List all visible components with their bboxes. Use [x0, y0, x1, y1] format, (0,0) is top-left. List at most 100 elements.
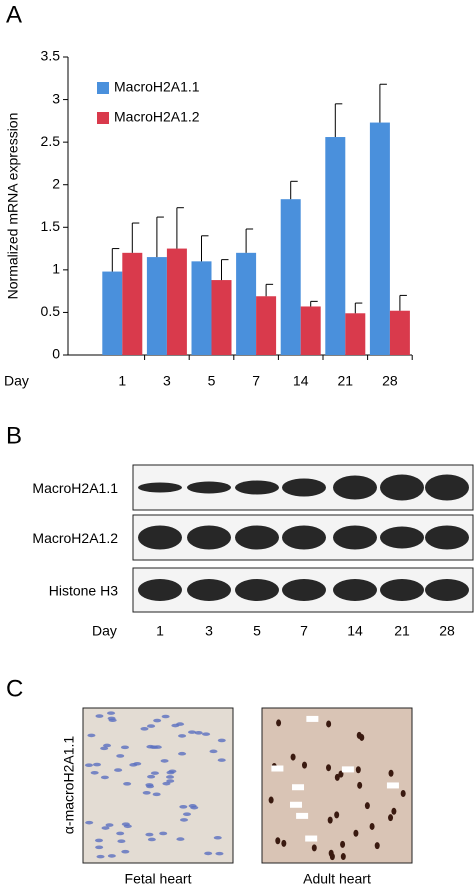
- nucleus: [188, 804, 197, 808]
- error-bar: [201, 235, 209, 262]
- nucleus: [152, 792, 161, 797]
- nucleus: [92, 762, 101, 767]
- blot-band: [380, 474, 424, 501]
- blot-band: [425, 579, 469, 601]
- nucleus: [178, 751, 187, 756]
- nucleus: [369, 822, 375, 830]
- blot-band: [187, 481, 231, 494]
- gap: [271, 765, 284, 772]
- nucleus: [217, 758, 226, 762]
- bar: [325, 137, 346, 355]
- nucleus: [101, 826, 110, 830]
- nucleus: [116, 831, 125, 836]
- gap: [296, 812, 309, 819]
- nucleus: [117, 839, 126, 843]
- nucleus: [147, 774, 156, 779]
- gap: [289, 801, 302, 808]
- nucleus: [147, 837, 156, 842]
- nucleus: [364, 802, 370, 810]
- bar: [369, 122, 390, 355]
- blot-day: 14: [347, 623, 363, 639]
- nucleus: [129, 763, 138, 767]
- y-tick-label: 0.5: [41, 303, 61, 319]
- blot-band: [138, 525, 182, 550]
- nucleus: [388, 814, 394, 822]
- blot-band: [138, 482, 182, 493]
- bar: [256, 296, 277, 355]
- nucleus: [334, 773, 340, 781]
- nucleus: [340, 840, 346, 848]
- nucleus: [103, 743, 112, 748]
- nucleus: [388, 769, 394, 777]
- error-bar: [310, 300, 318, 307]
- nucleus: [120, 745, 129, 750]
- bar: [211, 280, 232, 355]
- panel-label: B: [6, 422, 22, 449]
- nucleus: [100, 746, 109, 751]
- x-axis-label: Day: [4, 373, 29, 389]
- nucleus: [194, 731, 203, 735]
- blot-row-label: MacroH2A1.2: [32, 530, 118, 546]
- gap: [292, 784, 305, 791]
- panel-label: C: [6, 675, 23, 702]
- gap: [386, 782, 399, 789]
- nucleus: [159, 831, 168, 836]
- nucleus: [188, 730, 197, 734]
- nucleus: [95, 845, 104, 850]
- nucleus: [276, 719, 282, 727]
- error-bar: [156, 216, 164, 258]
- nucleus: [357, 781, 363, 789]
- nucleus: [213, 835, 222, 840]
- nucleus: [107, 716, 116, 721]
- nucleus: [171, 723, 180, 728]
- nucleus: [209, 749, 218, 754]
- blot-band: [187, 525, 231, 550]
- blot-row-label: Histone H3: [49, 583, 118, 599]
- bar: [102, 271, 123, 355]
- blot-band: [282, 579, 326, 601]
- stain-label: α-macroH2A1.1: [61, 736, 77, 835]
- y-axis-label: Normalized mRNA expression: [5, 113, 21, 300]
- blot-day: 3: [205, 623, 213, 639]
- blot-day: 28: [439, 623, 455, 639]
- error-bar: [399, 294, 407, 311]
- nucleus: [268, 796, 274, 804]
- nucleus: [217, 738, 226, 743]
- nucleus: [281, 839, 287, 847]
- nucleus: [121, 822, 130, 826]
- panel-label: A: [6, 1, 22, 28]
- blot-band: [187, 579, 231, 601]
- error-bar: [354, 302, 363, 314]
- y-tick-label: 3.5: [41, 48, 61, 64]
- nucleus: [374, 842, 380, 850]
- nucleus: [179, 804, 188, 809]
- nucleus: [87, 733, 96, 738]
- bar: [122, 252, 143, 355]
- nucleus: [340, 853, 346, 861]
- nucleus: [107, 854, 116, 858]
- bar: [280, 199, 301, 355]
- nucleus: [140, 727, 149, 731]
- x-tick-label: 14: [293, 373, 309, 389]
- nucleus: [176, 837, 185, 841]
- y-tick-label: 1: [52, 261, 60, 277]
- legend-swatch: [97, 82, 109, 94]
- blot-band: [380, 579, 424, 601]
- blot-day: 7: [300, 623, 308, 639]
- blot-band: [333, 525, 377, 550]
- x-tick-label: 28: [382, 373, 398, 389]
- nucleus: [290, 753, 296, 761]
- error-bar: [379, 83, 387, 123]
- nucleus: [204, 851, 213, 856]
- nucleus: [95, 714, 104, 718]
- blot-day-label: Day: [92, 623, 117, 639]
- error-bar: [111, 248, 120, 272]
- bar: [300, 306, 321, 355]
- x-tick-label: 5: [208, 373, 216, 389]
- bar: [345, 313, 366, 355]
- bar: [191, 261, 212, 355]
- blot-band: [425, 474, 469, 501]
- nucleus: [202, 732, 211, 736]
- image-caption: Fetal heart: [125, 871, 192, 887]
- nucleus: [178, 734, 187, 738]
